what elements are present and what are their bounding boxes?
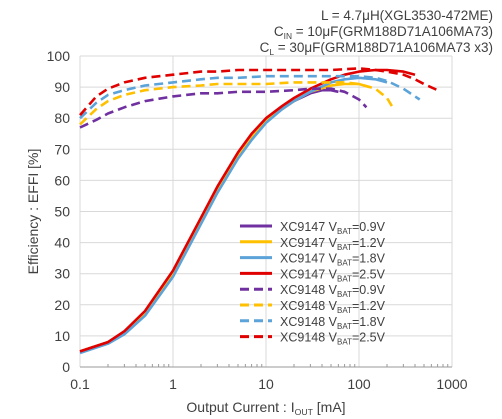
- x-tick-label: 0.1: [70, 376, 90, 392]
- legend-label: XC9148 VBAT=1.8V: [280, 315, 386, 331]
- x-tick-label: 1000: [436, 376, 467, 392]
- chart-title: L = 4.7μH(XGL3530-472ME)CIN = 10μF(GRM18…: [260, 8, 493, 57]
- title-line: CL = 30μF(GRM188D71A106MA73 x3): [260, 40, 493, 57]
- x-tick-label: 100: [347, 376, 371, 392]
- series-line-xc9148-1-8v: [79, 74, 421, 120]
- x-axis-title: Output Current : IOUT [mA]: [186, 399, 345, 417]
- series-line-xc9147-2-5v: [79, 68, 416, 353]
- series-line-xc9148-1-2v: [79, 81, 394, 126]
- y-tick-label: 0: [62, 359, 70, 375]
- title-line: L = 4.7μH(XGL3530-472ME): [321, 8, 493, 23]
- y-tick-label: 70: [54, 141, 70, 157]
- axis-ticks: 0 10 20 30 40 50 60 70 80 90 100 0.1 1 10 100 1000: [47, 48, 468, 392]
- y-tick-label: 50: [54, 204, 70, 220]
- y-tick-label: 60: [54, 172, 70, 188]
- legend-label: XC9147 VBAT=0.9V: [280, 220, 386, 236]
- legend-label: XC9148 VBAT=2.5V: [280, 331, 386, 347]
- y-tick-label: 100: [47, 48, 71, 64]
- axis-titles: Output Current : IOUT [mA] Efficiency : E…: [25, 149, 346, 417]
- y-tick-label: 80: [54, 110, 70, 126]
- y-tick-label: 10: [54, 328, 70, 344]
- legend-label: XC9147 VBAT=2.5V: [280, 267, 386, 283]
- series-lines: [79, 67, 439, 355]
- x-tick-label: 1: [169, 376, 177, 392]
- legend-label: XC9147 VBAT=1.8V: [280, 252, 386, 268]
- series-line-xc9148-0-9v: [79, 87, 368, 129]
- series-line-xc9148-2-5v: [79, 67, 439, 116]
- y-tick-label: 30: [54, 266, 70, 282]
- legend-label: XC9148 VBAT=0.9V: [280, 283, 386, 299]
- y-tick-label: 20: [54, 297, 70, 313]
- legend-label: XC9148 VBAT=1.2V: [280, 299, 386, 315]
- y-tick-label: 40: [54, 235, 70, 251]
- legend-label: XC9147 VBAT=1.2V: [280, 236, 386, 252]
- y-axis-title: Efficiency : EFFI [%]: [25, 149, 41, 275]
- title-line: CIN = 10μF(GRM188D71A106MA73): [274, 24, 493, 41]
- y-tick-label: 90: [54, 79, 70, 95]
- series-line-xc9147-1-8v: [79, 76, 388, 355]
- x-tick-label: 10: [258, 376, 274, 392]
